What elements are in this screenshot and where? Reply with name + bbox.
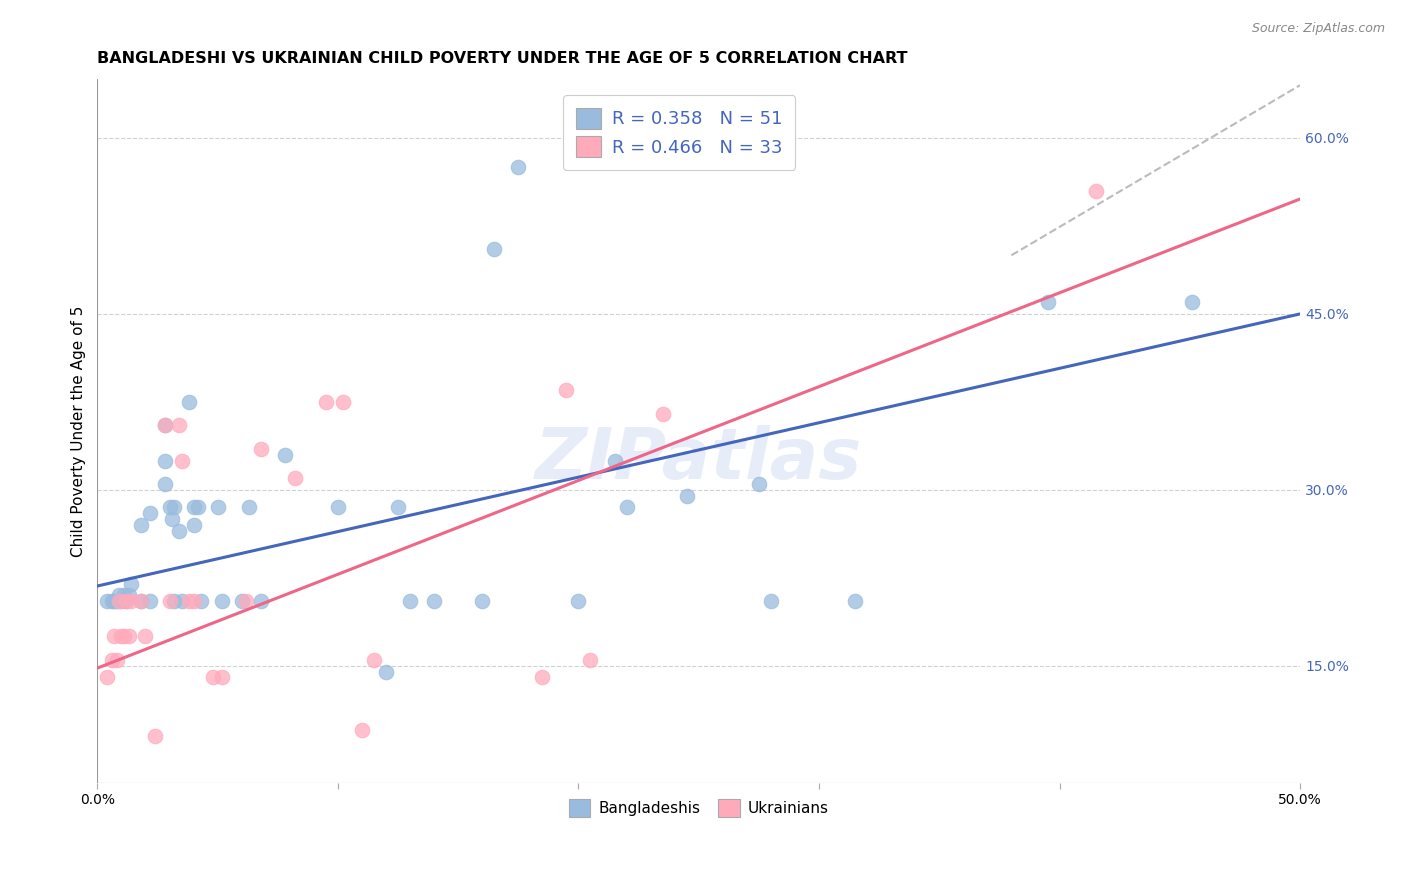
Point — [170, 594, 193, 608]
Point — [579, 653, 602, 667]
Point — [134, 629, 156, 643]
Point — [153, 477, 176, 491]
Point — [651, 407, 673, 421]
Point — [96, 594, 118, 608]
Point — [603, 453, 626, 467]
Point — [315, 395, 337, 409]
Point — [139, 506, 162, 520]
Point — [112, 629, 135, 643]
Point — [101, 594, 124, 608]
Point — [484, 243, 506, 257]
Point — [231, 594, 253, 608]
Point — [129, 594, 152, 608]
Point — [105, 653, 128, 667]
Point — [143, 729, 166, 743]
Point — [153, 418, 176, 433]
Point — [177, 395, 200, 409]
Point — [1036, 295, 1059, 310]
Point — [163, 594, 186, 608]
Point — [108, 588, 131, 602]
Point — [159, 500, 181, 515]
Point — [375, 665, 398, 679]
Point — [201, 671, 224, 685]
Point — [117, 588, 139, 602]
Point — [101, 653, 124, 667]
Point — [555, 383, 578, 397]
Point — [332, 395, 354, 409]
Point — [96, 671, 118, 685]
Point — [387, 500, 409, 515]
Point — [238, 500, 260, 515]
Point — [163, 500, 186, 515]
Point — [103, 594, 125, 608]
Point — [350, 723, 373, 738]
Point — [167, 418, 190, 433]
Point — [363, 653, 385, 667]
Legend: Bangladeshis, Ukrainians: Bangladeshis, Ukrainians — [561, 792, 837, 825]
Point — [120, 594, 142, 608]
Point — [616, 500, 638, 515]
Point — [112, 588, 135, 602]
Point — [160, 512, 183, 526]
Point — [423, 594, 446, 608]
Point — [167, 524, 190, 538]
Point — [103, 629, 125, 643]
Point — [110, 629, 132, 643]
Point — [207, 500, 229, 515]
Point — [177, 594, 200, 608]
Y-axis label: Child Poverty Under the Age of 5: Child Poverty Under the Age of 5 — [72, 305, 86, 557]
Point — [110, 594, 132, 608]
Point — [1181, 295, 1204, 310]
Point — [471, 594, 494, 608]
Point — [129, 518, 152, 533]
Point — [211, 671, 233, 685]
Point — [190, 594, 212, 608]
Point — [153, 418, 176, 433]
Point — [508, 161, 530, 175]
Point — [115, 594, 138, 608]
Point — [567, 594, 589, 608]
Point — [183, 500, 205, 515]
Point — [153, 453, 176, 467]
Point — [284, 471, 307, 485]
Text: ZIPatlas: ZIPatlas — [536, 425, 862, 494]
Point — [844, 594, 866, 608]
Point — [170, 453, 193, 467]
Point — [159, 594, 181, 608]
Point — [115, 594, 138, 608]
Point — [129, 594, 152, 608]
Text: Source: ZipAtlas.com: Source: ZipAtlas.com — [1251, 22, 1385, 36]
Point — [250, 594, 273, 608]
Point — [274, 448, 297, 462]
Point — [211, 594, 233, 608]
Point — [399, 594, 422, 608]
Point — [250, 442, 273, 456]
Point — [759, 594, 782, 608]
Point — [183, 518, 205, 533]
Text: BANGLADESHI VS UKRAINIAN CHILD POVERTY UNDER THE AGE OF 5 CORRELATION CHART: BANGLADESHI VS UKRAINIAN CHILD POVERTY U… — [97, 51, 908, 66]
Point — [326, 500, 349, 515]
Point — [117, 629, 139, 643]
Point — [187, 500, 209, 515]
Point — [748, 477, 770, 491]
Point — [139, 594, 162, 608]
Point — [675, 489, 697, 503]
Point — [235, 594, 257, 608]
Point — [120, 576, 142, 591]
Point — [183, 594, 205, 608]
Point — [108, 594, 131, 608]
Point — [531, 671, 554, 685]
Point — [105, 594, 128, 608]
Point — [1084, 184, 1107, 198]
